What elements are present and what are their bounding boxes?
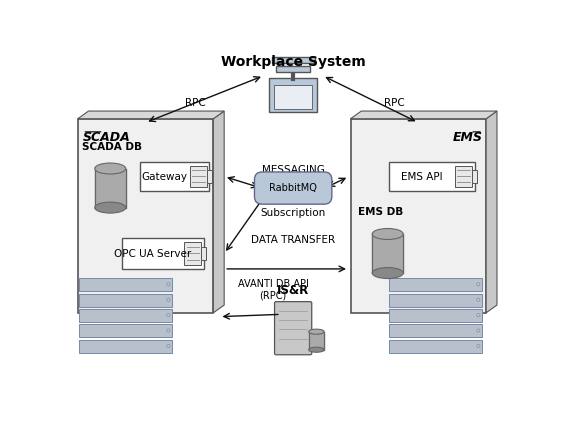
- Ellipse shape: [95, 163, 126, 174]
- Polygon shape: [486, 111, 497, 313]
- Ellipse shape: [477, 329, 480, 332]
- Ellipse shape: [477, 314, 480, 317]
- Ellipse shape: [167, 344, 170, 348]
- FancyBboxPatch shape: [80, 294, 172, 307]
- FancyBboxPatch shape: [390, 162, 475, 191]
- Polygon shape: [78, 119, 213, 313]
- FancyBboxPatch shape: [80, 309, 172, 322]
- Polygon shape: [213, 111, 224, 313]
- FancyBboxPatch shape: [390, 278, 482, 291]
- FancyBboxPatch shape: [309, 332, 324, 350]
- FancyBboxPatch shape: [390, 324, 482, 337]
- Text: RPC: RPC: [185, 98, 206, 108]
- FancyBboxPatch shape: [390, 294, 482, 307]
- Text: Gateway: Gateway: [141, 172, 188, 181]
- FancyBboxPatch shape: [269, 78, 317, 112]
- Text: OPC UA Server: OPC UA Server: [114, 249, 192, 258]
- Text: Workplace System: Workplace System: [221, 55, 366, 69]
- Ellipse shape: [309, 347, 324, 352]
- Polygon shape: [309, 332, 324, 350]
- Ellipse shape: [167, 298, 170, 301]
- FancyBboxPatch shape: [80, 324, 172, 337]
- Text: SCADA: SCADA: [82, 131, 130, 144]
- Text: MESSAGING: MESSAGING: [262, 165, 324, 175]
- Text: IS&R: IS&R: [277, 284, 309, 297]
- Text: EMS API: EMS API: [401, 172, 443, 181]
- FancyBboxPatch shape: [372, 234, 403, 273]
- FancyBboxPatch shape: [80, 278, 172, 291]
- Polygon shape: [78, 111, 224, 119]
- FancyBboxPatch shape: [122, 238, 204, 269]
- FancyBboxPatch shape: [190, 166, 207, 187]
- FancyBboxPatch shape: [276, 66, 310, 72]
- Polygon shape: [372, 234, 403, 273]
- Ellipse shape: [477, 283, 480, 286]
- Polygon shape: [95, 169, 126, 207]
- Ellipse shape: [167, 283, 170, 286]
- Text: AVANTI DB API
(RPC): AVANTI DB API (RPC): [237, 279, 308, 300]
- FancyBboxPatch shape: [390, 309, 482, 322]
- Text: SCADA DB: SCADA DB: [82, 142, 142, 152]
- Text: Subscription: Subscription: [260, 208, 326, 218]
- Text: EMS DB: EMS DB: [358, 207, 403, 217]
- FancyBboxPatch shape: [80, 340, 172, 353]
- Ellipse shape: [372, 229, 403, 240]
- FancyBboxPatch shape: [390, 340, 482, 353]
- FancyBboxPatch shape: [184, 242, 201, 265]
- FancyBboxPatch shape: [95, 169, 126, 207]
- FancyBboxPatch shape: [272, 57, 315, 63]
- Ellipse shape: [372, 267, 403, 278]
- FancyBboxPatch shape: [274, 85, 312, 109]
- FancyBboxPatch shape: [472, 170, 477, 183]
- FancyBboxPatch shape: [201, 247, 206, 260]
- Ellipse shape: [167, 329, 170, 332]
- FancyBboxPatch shape: [140, 162, 209, 191]
- FancyBboxPatch shape: [275, 302, 312, 355]
- Text: RabbitMQ: RabbitMQ: [269, 183, 317, 193]
- FancyBboxPatch shape: [455, 166, 472, 187]
- Text: DATA TRANSFER: DATA TRANSFER: [251, 235, 335, 245]
- Text: EMS: EMS: [453, 131, 483, 144]
- Text: RPC: RPC: [383, 98, 404, 108]
- Ellipse shape: [167, 314, 170, 317]
- FancyBboxPatch shape: [207, 170, 212, 183]
- Ellipse shape: [477, 344, 480, 348]
- Ellipse shape: [309, 329, 324, 334]
- Polygon shape: [351, 111, 497, 119]
- Ellipse shape: [477, 298, 480, 301]
- Ellipse shape: [95, 202, 126, 213]
- FancyBboxPatch shape: [255, 172, 332, 204]
- Polygon shape: [351, 119, 486, 313]
